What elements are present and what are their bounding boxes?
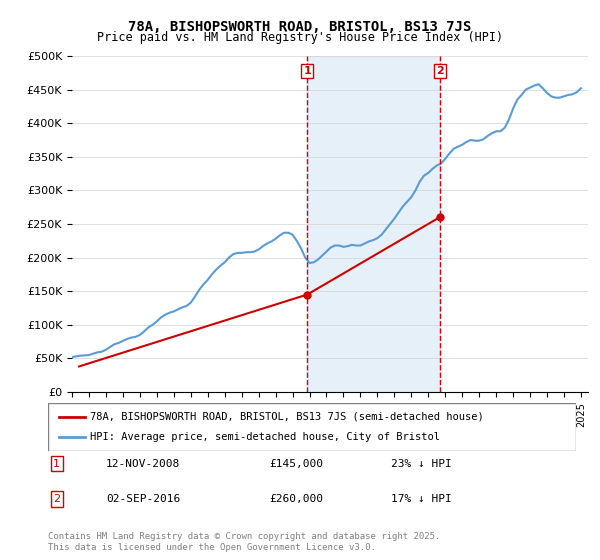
Text: 12-NOV-2008: 12-NOV-2008 (106, 459, 181, 469)
Text: Contains HM Land Registry data © Crown copyright and database right 2025.
This d: Contains HM Land Registry data © Crown c… (48, 532, 440, 552)
Text: 1: 1 (53, 459, 60, 469)
Text: 02-SEP-2016: 02-SEP-2016 (106, 494, 181, 504)
Text: 2: 2 (436, 66, 443, 76)
FancyBboxPatch shape (48, 403, 576, 451)
Text: 2: 2 (53, 494, 61, 504)
Text: HPI: Average price, semi-detached house, City of Bristol: HPI: Average price, semi-detached house,… (90, 432, 440, 442)
Text: Price paid vs. HM Land Registry's House Price Index (HPI): Price paid vs. HM Land Registry's House … (97, 31, 503, 44)
Text: 78A, BISHOPSWORTH ROAD, BRISTOL, BS13 7JS (semi-detached house): 78A, BISHOPSWORTH ROAD, BRISTOL, BS13 7J… (90, 412, 484, 422)
Text: 17% ↓ HPI: 17% ↓ HPI (391, 494, 452, 504)
Text: 78A, BISHOPSWORTH ROAD, BRISTOL, BS13 7JS: 78A, BISHOPSWORTH ROAD, BRISTOL, BS13 7J… (128, 20, 472, 34)
Text: £260,000: £260,000 (270, 494, 324, 504)
Bar (307, 56, 440, 392)
Text: £145,000: £145,000 (270, 459, 324, 469)
Text: 23% ↓ HPI: 23% ↓ HPI (391, 459, 452, 469)
Text: 1: 1 (304, 66, 311, 76)
